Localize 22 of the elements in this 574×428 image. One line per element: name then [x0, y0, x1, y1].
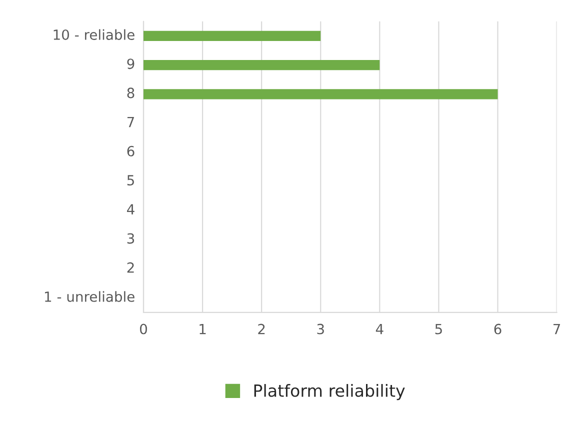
- x-tick-label: 2: [258, 324, 265, 334]
- x-tick-label: 4: [376, 324, 384, 334]
- x-tick-label: 7: [554, 324, 560, 334]
- bar: [144, 60, 380, 70]
- x-tick-label: 1: [200, 324, 206, 334]
- y-tick-label: 9: [127, 58, 134, 70]
- y-tick-label: 3: [127, 233, 134, 244]
- bar: [144, 30, 321, 42]
- x-tick-label: 3: [317, 324, 324, 334]
- y-tick-label: 7: [127, 116, 134, 128]
- y-tick-label: 6: [127, 146, 134, 156]
- y-tick-label: 10 - reliable: [54, 29, 134, 40]
- y-tick-label: 8: [127, 88, 134, 98]
- x-tick-label: 0: [140, 324, 147, 334]
- legend-label: Platform reliability: [254, 384, 405, 400]
- bar: [144, 89, 498, 100]
- x-tick-label: 5: [435, 324, 442, 334]
- y-tick-label: 4: [127, 204, 134, 214]
- y-tick-label: 1 - unreliable: [45, 291, 134, 302]
- y-tick-label: 2: [127, 262, 134, 273]
- x-tick-label: 6: [494, 324, 502, 334]
- y-tick-label: 5: [127, 175, 134, 186]
